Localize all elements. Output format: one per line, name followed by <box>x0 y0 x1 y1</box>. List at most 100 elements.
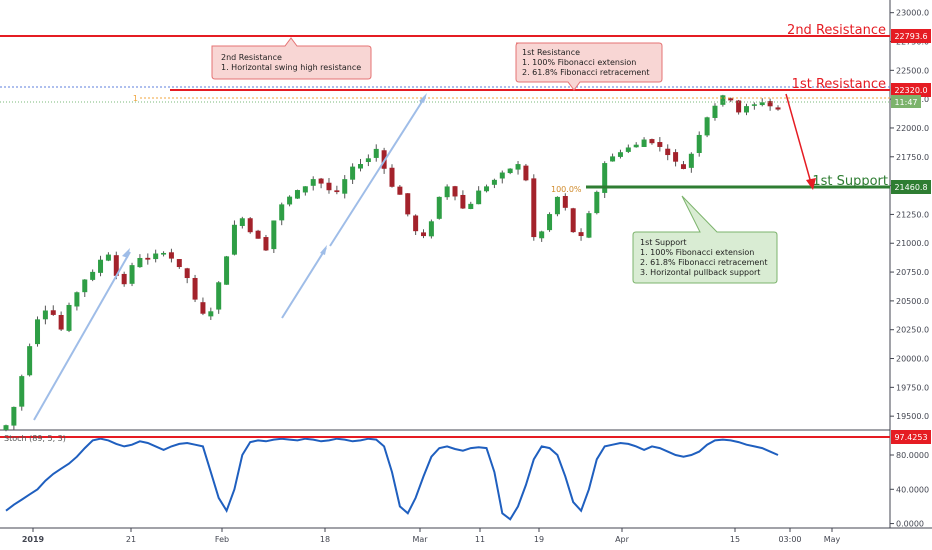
candle-body <box>271 220 277 250</box>
candle-body <box>11 406 17 426</box>
candle-body <box>554 196 560 215</box>
projection-arrowhead <box>806 178 816 190</box>
first-support-tag: 21460.8 <box>891 180 931 194</box>
candles <box>3 94 781 432</box>
candle-body <box>161 252 167 255</box>
first-resistance-box-title: 1st Resistance <box>522 48 580 57</box>
svg-text:11:47: 11:47 <box>894 98 917 107</box>
first-support-callout: 1st Support 1. 100% Fibonacci extension … <box>632 195 778 284</box>
swing-arrow-2 <box>281 247 327 319</box>
candle-body <box>743 106 749 113</box>
second-resistance-tag: 22793.6 <box>891 29 931 43</box>
candle-body <box>728 98 734 101</box>
candle-body <box>499 172 505 179</box>
candle-body <box>673 152 679 162</box>
candle-body <box>326 182 332 191</box>
candle-body <box>153 253 159 260</box>
candle-body <box>452 186 458 197</box>
first-support-box-line3: 3. Horizontal pullback support <box>640 268 760 277</box>
candle-body <box>657 142 663 147</box>
candle-body <box>531 178 537 238</box>
candle-body <box>334 190 340 193</box>
candle-body <box>3 425 9 431</box>
candle-body <box>389 167 395 187</box>
candle-body <box>720 95 726 105</box>
time-tick-label: 03:00 <box>778 535 801 544</box>
candle-body <box>547 214 553 231</box>
price-tick-label: 20000.0 <box>896 355 929 364</box>
price-axis: 23000.022750.022500.022250.022000.021750… <box>890 9 929 421</box>
candle-body <box>168 252 174 259</box>
candle-body <box>224 256 230 285</box>
candle-body <box>350 166 356 180</box>
price-tick-label: 23000.0 <box>896 9 929 18</box>
candle-body <box>444 186 450 198</box>
candle-body <box>428 221 434 237</box>
stochastic-panel: 80.0000 40.0000 0.0000 <box>5 437 929 529</box>
price-tick-label: 22000.0 <box>896 124 929 133</box>
candle-body <box>145 257 151 260</box>
candle-body <box>90 271 96 280</box>
second-resistance-box-line1: 1. Horizontal swing high resistance <box>221 63 361 72</box>
fib-mark-1: 1 <box>133 94 138 103</box>
candle-body <box>476 190 482 205</box>
time-tick-label: 15 <box>730 535 740 544</box>
candle-body <box>287 196 293 205</box>
time-tick-label: Feb <box>215 535 229 544</box>
candle-body <box>373 148 379 158</box>
candle-body <box>405 193 411 215</box>
candle-body <box>397 186 403 195</box>
candle-body <box>775 107 781 110</box>
candle-body <box>515 164 521 170</box>
candle-body <box>468 203 474 209</box>
first-resistance-label: 1st Resistance <box>792 77 886 92</box>
candle-body <box>751 104 757 106</box>
time-tick-label: 19 <box>534 535 544 544</box>
candle-body <box>74 292 80 307</box>
plot-area <box>0 0 890 430</box>
candle-body <box>35 319 41 345</box>
candle-body <box>105 254 111 261</box>
candle-body <box>688 153 694 168</box>
candle-body <box>310 179 316 186</box>
candle-body <box>484 186 490 192</box>
candle-body <box>208 311 214 317</box>
candle-body <box>365 158 371 163</box>
time-tick-label: 18 <box>320 535 330 544</box>
swing-arrowhead-2 <box>320 245 327 255</box>
time-tick-label: 2019 <box>22 535 45 544</box>
fib-mark-100: 100.0% <box>551 185 582 194</box>
candle-body <box>610 156 616 162</box>
price-tick-label: 20500.0 <box>896 297 929 306</box>
stoch-label: Stoch (89, 5, 3) <box>4 434 66 443</box>
candle-body <box>665 148 671 156</box>
candle-body <box>712 105 718 118</box>
candle-body <box>121 273 127 285</box>
candle-body <box>641 139 647 147</box>
swing-arrowhead-3 <box>419 93 427 103</box>
swing-arrow-1 <box>33 251 131 421</box>
first-resistance-callout: 1st Resistance 1. 100% Fibonacci extensi… <box>515 42 663 91</box>
candle-body <box>594 191 600 214</box>
candle-body <box>460 194 466 209</box>
candle-body <box>578 232 584 237</box>
candle-body <box>129 265 135 284</box>
candle-body <box>342 179 348 194</box>
time-tick-label: 21 <box>126 535 136 544</box>
candle-body <box>562 196 568 208</box>
last-price-tag: 11:47 <box>891 95 921 108</box>
candle-body <box>27 346 33 376</box>
price-tick-label: 19750.0 <box>896 383 929 392</box>
second-resistance-box-title: 2nd Resistance <box>221 53 282 62</box>
candle-body <box>294 190 300 199</box>
candle-body <box>279 204 285 221</box>
svg-text:22793.6: 22793.6 <box>894 32 927 41</box>
candle-body <box>491 179 497 185</box>
candle-body <box>539 231 545 239</box>
candle-body <box>570 208 576 233</box>
candle-body <box>216 282 222 310</box>
candle-body <box>66 304 72 331</box>
stoch-tick-label: 40.0000 <box>896 485 929 494</box>
candle-body <box>82 279 88 293</box>
